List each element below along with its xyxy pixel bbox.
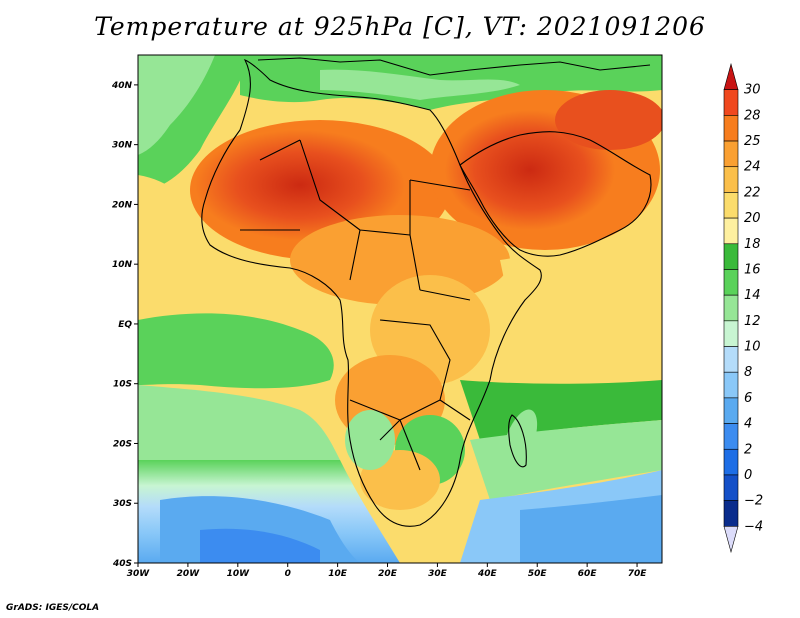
colorbar-level-label: −2 (744, 494, 763, 509)
colorbar-swatch (723, 294, 739, 322)
lon-tick-label: 40E (477, 569, 498, 579)
lon-tick-label: 30E (428, 569, 448, 579)
colorbar-swatch (723, 371, 739, 399)
lat-tick-label: 40N (111, 81, 133, 91)
colorbar-swatch (723, 397, 739, 424)
colorbar-level-label: −4 (744, 519, 763, 534)
lat-tick-label: 20S (113, 439, 132, 449)
lon-tick-label: 0 (285, 569, 291, 579)
colorbar-level-label: 12 (744, 314, 761, 329)
colorbar-top-arrow (723, 62, 739, 90)
colorbar-swatch (723, 269, 739, 296)
colorbar-bottom-arrow (723, 526, 739, 554)
map-title: Temperature at 925hPa [C], VT: 202109120… (94, 12, 706, 41)
plot-frame (137, 54, 663, 564)
colorbar-swatch (723, 166, 739, 193)
colorbar-level-label: 28 (744, 108, 761, 123)
colorbar-swatch (723, 500, 739, 527)
lon-tick-label: 70E (628, 569, 648, 579)
colorbar-swatch (723, 243, 739, 270)
lon-tick-label: 20W (177, 569, 201, 579)
colorbar-level-label: 4 (744, 417, 752, 432)
lon-tick-label: 10E (328, 569, 348, 579)
temperature-field (138, 55, 662, 563)
colorbar-level-label: 6 (744, 391, 752, 406)
colorbar-swatch (723, 448, 739, 476)
lat-tick-label: 20N (112, 200, 133, 210)
colorbar-swatch (723, 320, 739, 347)
colorbar-level-label: 25 (744, 134, 761, 149)
colorbar-swatch (723, 346, 739, 373)
lon-tick-label: 30W (127, 569, 151, 579)
colorbar-swatch (723, 192, 739, 219)
lat-tick-label: 10S (113, 380, 132, 390)
latitude-axis: 40N 30N 20N 10N EQ 10S 20S 30S 40S (111, 81, 138, 569)
colorbar-level-label: 0 (744, 468, 752, 483)
lat-tick-label: EQ (118, 320, 132, 330)
colorbar-swatch (723, 474, 739, 501)
lon-tick-label: 50E (528, 569, 548, 579)
colorbar-level-label: 24 (744, 160, 761, 175)
colorbar-swatch (723, 217, 739, 245)
lat-tick-label: 30N (112, 141, 133, 151)
lat-tick-label: 30S (113, 499, 132, 509)
lon-tick-label: 10W (227, 569, 251, 579)
colorbar-level-label: 2 (744, 442, 752, 457)
lon-tick-label: 60E (578, 569, 598, 579)
lon-tick-label: 20E (378, 569, 398, 579)
colorbar-level-label: 10 (744, 340, 761, 355)
lat-tick-label: 10N (112, 260, 133, 270)
colorbar-level-label: 14 (744, 288, 761, 303)
colorbar-level-label: 20 (744, 211, 761, 226)
longitude-axis: 30W 20W 10W 0 10E 20E 30E 40E 50E 60E 70E (127, 563, 647, 579)
colorbar-level-label: 18 (744, 237, 761, 252)
grads-credit: GrADS: IGES/COLA (6, 603, 100, 613)
colorbar-level-label: 22 (744, 185, 761, 200)
colorbar-swatch (723, 423, 739, 450)
coastlines (201, 57, 652, 527)
colorbar-swatch (723, 115, 739, 142)
colorbar-swatch (723, 89, 739, 116)
lat-tick-label: 40S (112, 559, 132, 569)
colorbar-level-label: 30 (744, 83, 761, 98)
colorbar-level-label: 16 (744, 262, 761, 277)
colorbar-swatch (723, 140, 739, 168)
colorbar-level-label: 8 (744, 365, 752, 380)
